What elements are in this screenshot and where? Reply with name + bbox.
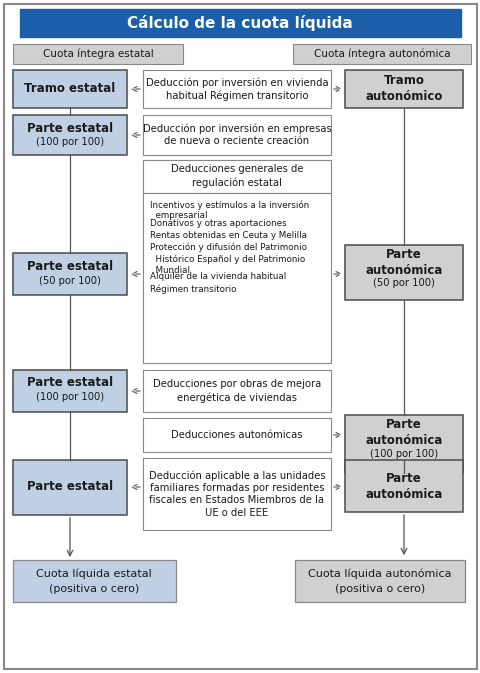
Bar — [294, 560, 464, 602]
Text: Deducción aplicable a las unidades
familiares formadas por residentes
fiscales e: Deducción aplicable a las unidades famil… — [148, 470, 324, 518]
Text: (100 por 100): (100 por 100) — [36, 137, 104, 147]
Bar — [344, 415, 462, 473]
Text: Parte estatal: Parte estatal — [27, 122, 113, 135]
Bar — [13, 460, 127, 515]
Text: Incentivos y estímulos a la inversión
  empresarial: Incentivos y estímulos a la inversión em… — [150, 200, 309, 220]
Text: Parte estatal: Parte estatal — [27, 260, 113, 273]
Bar — [143, 70, 330, 108]
Bar — [143, 160, 330, 193]
Bar — [143, 370, 330, 412]
Text: Deducciones generales de
regulación estatal: Deducciones generales de regulación esta… — [170, 164, 302, 188]
Text: (50 por 100): (50 por 100) — [39, 276, 101, 286]
Text: Tramo estatal: Tramo estatal — [24, 83, 115, 96]
Text: Cuota íntegra autonómica: Cuota íntegra autonómica — [313, 48, 449, 59]
Text: Deducciones por obras de mejora
energética de viviendas: Deducciones por obras de mejora energéti… — [153, 380, 321, 402]
Text: Donativos y otras aportaciones: Donativos y otras aportaciones — [150, 219, 286, 228]
Bar — [143, 418, 330, 452]
Text: Tramo
autonómico: Tramo autonómico — [364, 75, 442, 104]
Text: Alquiler de la vivienda habitual: Alquiler de la vivienda habitual — [150, 272, 286, 281]
Text: Cuota líquida estatal: Cuota líquida estatal — [36, 569, 152, 579]
Bar — [13, 70, 127, 108]
Text: (positiva o cero): (positiva o cero) — [334, 584, 424, 594]
Text: Deducción por inversión en vivienda
habitual Régimen transitorio: Deducción por inversión en vivienda habi… — [145, 77, 328, 101]
Text: Deducción por inversión en empresas
de nueva o reciente creación: Deducción por inversión en empresas de n… — [143, 124, 331, 147]
Text: Cuota íntegra estatal: Cuota íntegra estatal — [43, 48, 153, 59]
Text: Cálculo de la cuota líquida: Cálculo de la cuota líquida — [127, 15, 352, 31]
Bar — [344, 245, 462, 300]
Text: Parte estatal: Parte estatal — [27, 481, 113, 493]
Bar — [13, 370, 127, 412]
Text: (positiva o cero): (positiva o cero) — [49, 584, 139, 594]
Text: Rentas obtenidas en Ceuta y Melilla: Rentas obtenidas en Ceuta y Melilla — [150, 231, 306, 240]
Bar — [143, 115, 330, 155]
Text: Parte estatal: Parte estatal — [27, 376, 113, 390]
Text: Parte
autonómica: Parte autonómica — [364, 472, 442, 501]
Text: (100 por 100): (100 por 100) — [369, 449, 437, 459]
Bar — [13, 44, 182, 64]
Bar — [13, 253, 127, 295]
Text: Parte
autonómica: Parte autonómica — [364, 419, 442, 448]
Text: Parte
autonómica: Parte autonómica — [364, 248, 442, 277]
Text: Protección y difusión del Patrimonio
  Histórico Español y del Patrimonio
  Mund: Protección y difusión del Patrimonio His… — [150, 243, 306, 275]
Bar — [143, 193, 330, 363]
Text: Cuota líquida autonómica: Cuota líquida autonómica — [308, 569, 451, 579]
Bar — [292, 44, 470, 64]
Text: Régimen transitorio: Régimen transitorio — [150, 285, 236, 295]
Bar — [344, 460, 462, 512]
Bar — [13, 115, 127, 155]
Text: Deducciones autonómicas: Deducciones autonómicas — [171, 430, 302, 440]
Bar — [143, 458, 330, 530]
Bar — [20, 9, 460, 37]
Text: (100 por 100): (100 por 100) — [36, 392, 104, 402]
Bar — [13, 560, 176, 602]
Bar — [344, 70, 462, 108]
Text: (50 por 100): (50 por 100) — [372, 278, 434, 288]
